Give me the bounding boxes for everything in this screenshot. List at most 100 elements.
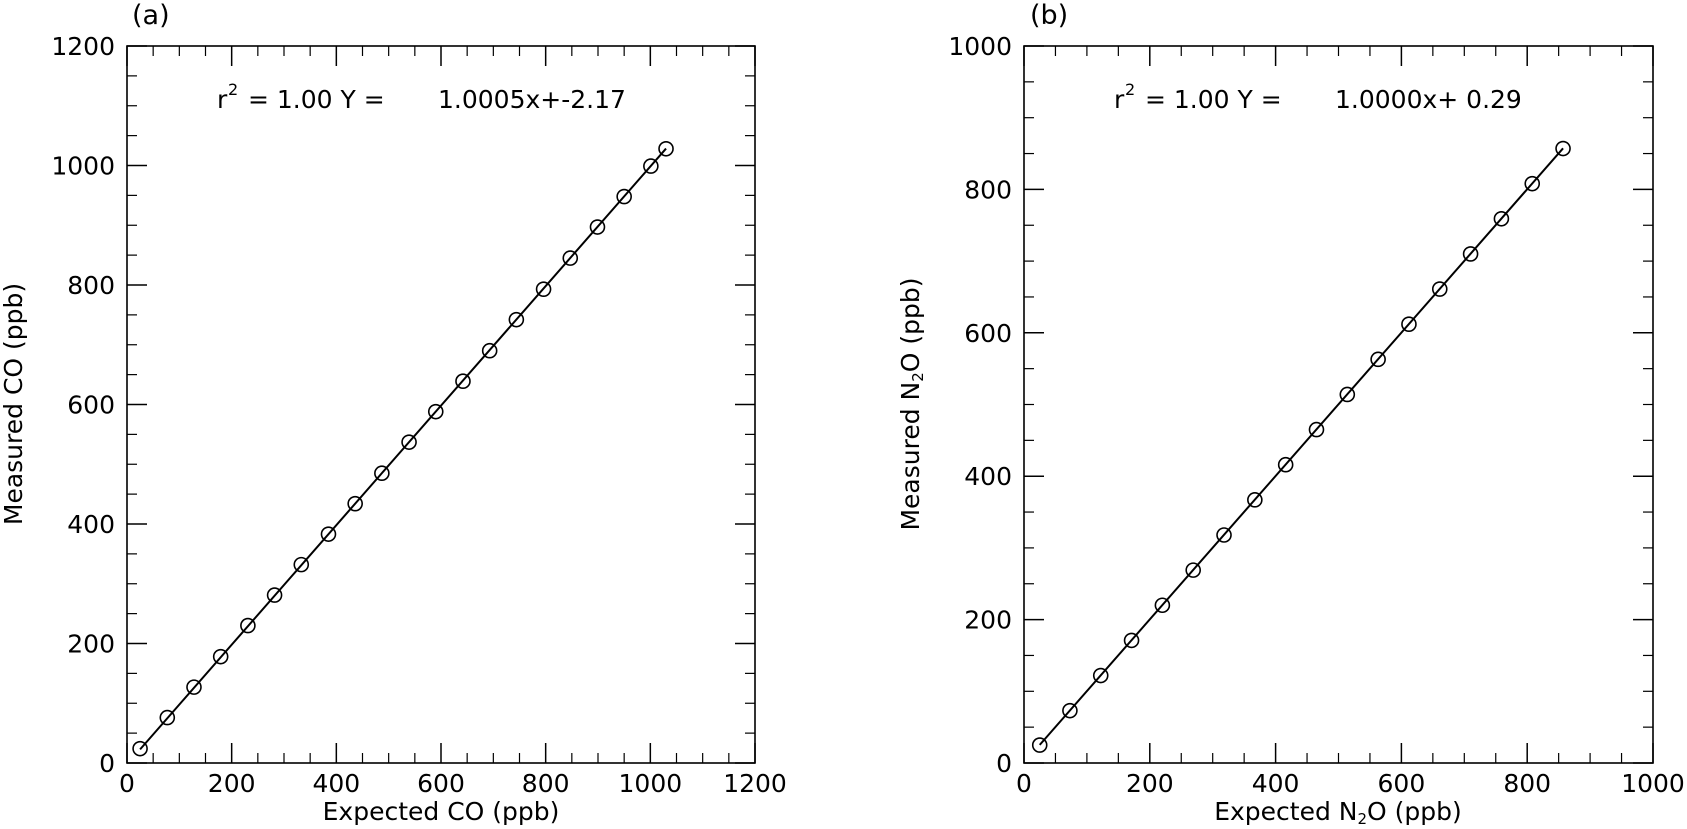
data-point <box>658 140 674 157</box>
panel-a-data-points <box>132 140 674 757</box>
data-point <box>1308 421 1325 438</box>
data-point <box>320 526 337 542</box>
y-tick-label: 0 <box>996 749 1012 778</box>
panel-a-r-value: = 1.00 Y = <box>248 85 385 114</box>
panel-b-fit-equation: 1.0000x+ 0.29 <box>1335 85 1522 114</box>
x-tick-label: 0 <box>1016 769 1032 798</box>
x-tick-label: 0 <box>119 769 135 798</box>
panel-b-y-axis-title: Measured N2O (ppb) <box>896 277 927 530</box>
data-point <box>186 679 202 695</box>
data-point <box>401 434 417 450</box>
data-point <box>1339 386 1356 403</box>
panel-a-co: (a) 0 200 400 600 800 1000 1200 0 200 400 600 800 10… <box>0 0 787 826</box>
panel-b-data-points <box>1031 140 1571 753</box>
panel-b-x-axis-title-prefix: Expected N <box>1214 797 1357 826</box>
panel-a-label: (a) <box>132 0 170 31</box>
panel-b-tick-labels: 0 200 400 600 800 1000 0 200 400 600 800 1000 <box>948 32 1684 798</box>
data-point <box>293 556 310 573</box>
x-tick-label: 400 <box>1252 769 1300 798</box>
x-tick-label: 600 <box>417 769 465 798</box>
y-tick-label: 1000 <box>51 152 115 181</box>
data-point <box>374 465 390 482</box>
panel-b-annotation: r 2 = 1.00 Y = 1.0000x+ 0.29 <box>1114 80 1522 114</box>
panel-a-annotation: r 2 = 1.00 Y = 1.0005x+-2.17 <box>217 80 626 114</box>
y-tick-label: 400 <box>964 462 1012 491</box>
data-point <box>1524 175 1541 192</box>
panel-b-ticks <box>1023 45 1654 764</box>
data-point <box>1062 702 1078 719</box>
data-point <box>616 188 632 205</box>
fit-line <box>139 147 667 751</box>
y-tick-label: 1200 <box>51 32 115 61</box>
panel-a-r-exponent: 2 <box>228 80 238 99</box>
x-tick-label: 600 <box>1378 769 1426 798</box>
panel-a-tick-labels: 0 200 400 600 800 1000 1200 0 200 400 600 800 1000 12… <box>51 32 786 798</box>
y-tick-label: 800 <box>964 175 1012 204</box>
data-point <box>427 403 444 420</box>
data-point <box>240 617 256 634</box>
x-tick-label: 400 <box>312 769 360 798</box>
x-tick-label: 1000 <box>619 769 683 798</box>
panel-a-x-axis-title: Expected CO (ppb) <box>323 797 560 826</box>
data-point <box>1493 210 1510 227</box>
data-point <box>1247 492 1263 508</box>
x-tick-label: 200 <box>208 769 256 798</box>
panel-b-x-axis-title-subscript: 2 <box>1358 810 1368 828</box>
panel-b-fit-line <box>1038 147 1564 746</box>
data-point <box>1555 140 1571 157</box>
panel-a-fit-line <box>139 147 667 751</box>
data-point <box>1185 562 1202 578</box>
panel-b-x-axis-title-suffix: O (ppb) <box>1367 797 1462 826</box>
y-tick-label: 600 <box>67 391 115 420</box>
data-point <box>212 648 229 665</box>
data-point <box>266 587 283 603</box>
y-tick-label: 200 <box>964 606 1012 635</box>
panel-b-r-exponent: 2 <box>1125 80 1135 99</box>
panel-a-ticks <box>126 45 756 764</box>
data-point <box>589 219 606 235</box>
data-point <box>159 709 176 726</box>
panel-b-r-symbol: r <box>1114 85 1125 114</box>
data-point <box>132 740 148 757</box>
y-tick-label: 1000 <box>948 32 1012 61</box>
y-tick-label: 800 <box>67 271 115 300</box>
panel-b-y-axis-title-suffix: O (ppb) <box>896 277 925 372</box>
y-tick-label: 400 <box>67 510 115 539</box>
x-tick-label: 1000 <box>1621 769 1685 798</box>
fit-line <box>1038 147 1564 746</box>
y-tick-label: 200 <box>67 630 115 659</box>
data-point <box>1216 527 1232 543</box>
panel-a-fit-equation: 1.0005x+-2.17 <box>438 85 626 114</box>
panel-b-y-axis-title-prefix: Measured N <box>896 382 925 531</box>
y-tick-label: 600 <box>964 319 1012 348</box>
x-tick-label: 800 <box>522 769 570 798</box>
data-point <box>481 342 498 359</box>
panel-a-r-symbol: r <box>217 85 228 114</box>
data-point <box>643 158 659 174</box>
panel-a-y-axis-title: Measured CO (ppb) <box>0 283 28 525</box>
panel-b-r-value: = 1.00 Y = <box>1145 85 1282 114</box>
data-point <box>1401 316 1417 332</box>
panel-b-label: (b) <box>1030 0 1068 31</box>
x-tick-label: 200 <box>1126 769 1174 798</box>
panel-b-y-axis-title-subscript: 2 <box>909 372 927 382</box>
panel-b-n2o: (b) 0 200 400 600 800 1000 0 200 400 600 800 1000 E… <box>896 0 1685 828</box>
data-point <box>1431 281 1448 297</box>
data-point <box>1462 246 1479 262</box>
data-point <box>1031 737 1048 753</box>
data-point <box>1123 632 1140 649</box>
panel-b-x-axis-title: Expected N2O (ppb) <box>1214 797 1462 828</box>
x-tick-label: 1200 <box>723 769 787 798</box>
data-point <box>455 373 471 389</box>
data-point <box>562 250 579 266</box>
data-point <box>508 311 525 328</box>
data-point <box>1092 667 1109 684</box>
x-tick-label: 800 <box>1503 769 1551 798</box>
data-point <box>1277 456 1294 473</box>
data-point <box>1154 597 1171 614</box>
y-tick-label: 0 <box>99 749 115 778</box>
data-point <box>1370 351 1386 368</box>
data-point <box>535 281 552 297</box>
data-point <box>347 495 363 512</box>
